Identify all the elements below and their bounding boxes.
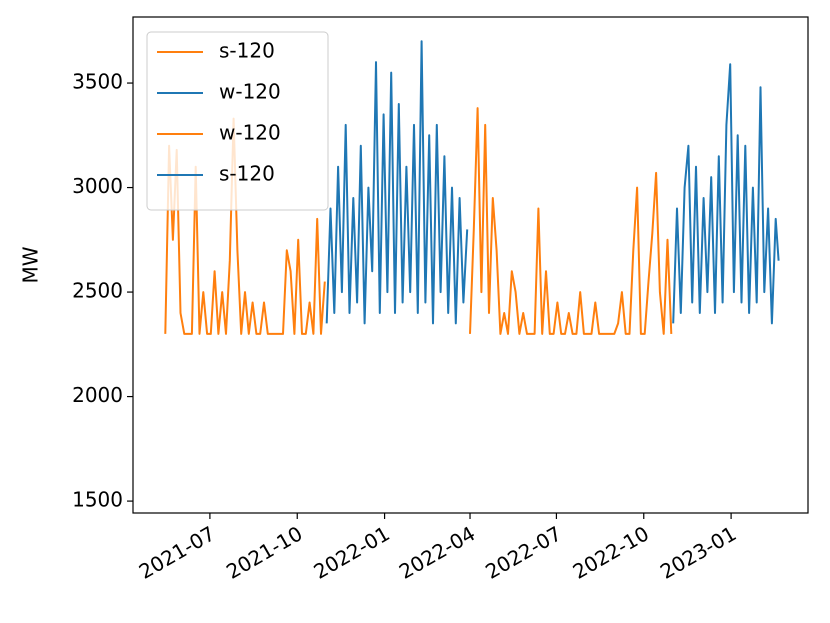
x-tick-label: 2023-01 bbox=[656, 521, 740, 584]
legend-label: s-120 bbox=[219, 39, 275, 63]
y-tick-label: 3500 bbox=[72, 70, 123, 94]
x-tick-label: 2022-10 bbox=[569, 521, 653, 584]
y-tick-label: 3000 bbox=[72, 174, 123, 198]
y-axis-label: MW bbox=[19, 246, 43, 283]
data-line bbox=[469, 107, 673, 335]
legend-box bbox=[146, 31, 329, 211]
x-tick-label: 2022-01 bbox=[309, 521, 393, 584]
x-tick-label: 2021-10 bbox=[222, 521, 306, 584]
data-line bbox=[325, 40, 469, 325]
x-tick-label: 2022-07 bbox=[481, 521, 565, 584]
legend-label: w-120 bbox=[219, 80, 281, 104]
x-tick-label: 2021-07 bbox=[135, 521, 219, 584]
x-tick-label: 2022-04 bbox=[395, 521, 479, 584]
y-tick-label: 1500 bbox=[72, 488, 123, 512]
legend-label: w-120 bbox=[219, 121, 281, 145]
data-line bbox=[672, 63, 780, 325]
y-tick-label: 2500 bbox=[72, 279, 123, 303]
y-tick-label: 2000 bbox=[72, 383, 123, 407]
legend: s-120 w-120 w-120 s-120 bbox=[146, 31, 329, 211]
data-line bbox=[164, 117, 326, 335]
legend-label: s-120 bbox=[219, 162, 275, 186]
